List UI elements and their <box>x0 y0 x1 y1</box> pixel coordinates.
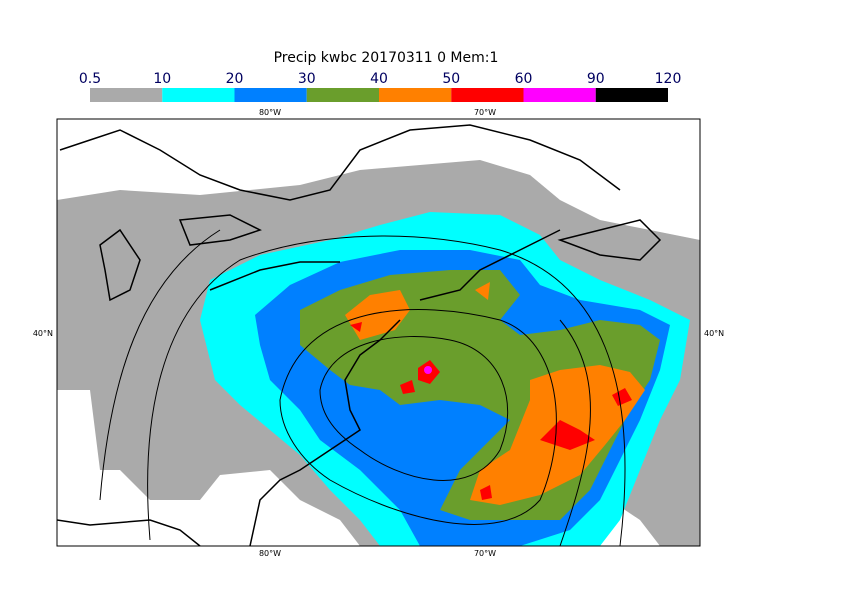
colorbar: 0.5 10 20 30 40 50 60 90 120 <box>79 71 682 102</box>
precip-magenta <box>424 366 432 374</box>
title: Precip kwbc 20170311 0 Mem:1 <box>274 50 499 66</box>
lon-label: 80°W <box>259 549 281 558</box>
colorbar-segment <box>90 88 163 102</box>
map-frame <box>56 118 701 547</box>
colorbar-segment <box>451 88 524 102</box>
colorbar-segment <box>379 88 452 102</box>
colorbar-segment <box>523 88 596 102</box>
lat-label: 40°N <box>33 329 53 338</box>
colorbar-segment <box>162 88 235 102</box>
lon-label: 80°W <box>259 108 281 117</box>
contours <box>99 229 626 546</box>
lat-label: 40°N <box>704 329 724 338</box>
colorbar-label: 30 <box>298 71 316 87</box>
colorbar-label: 20 <box>226 71 244 87</box>
lon-label: 70°W <box>474 108 496 117</box>
colorbar-label: 60 <box>515 71 533 87</box>
map-labels: 80°W 70°W 80°W 70°W 40°N 40°N <box>33 108 724 558</box>
colorbar-label: 50 <box>442 71 460 87</box>
colorbar-label: 120 <box>655 71 682 87</box>
colorbar-segment <box>234 88 307 102</box>
colorbar-label: 90 <box>587 71 605 87</box>
colorbar-label: 40 <box>370 71 388 87</box>
colorbar-segment <box>306 88 379 102</box>
colorbar-label: 10 <box>153 71 171 87</box>
precip-red <box>350 322 632 500</box>
lon-label: 70°W <box>474 549 496 558</box>
map <box>57 119 700 546</box>
coastlines <box>57 124 662 546</box>
colorbar-label: 0.5 <box>79 71 101 87</box>
colorbar-segment <box>595 88 668 102</box>
